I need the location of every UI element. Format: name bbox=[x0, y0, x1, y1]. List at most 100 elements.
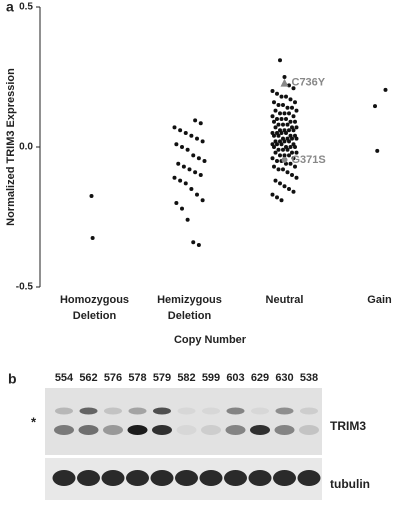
blot-trim3 bbox=[45, 388, 322, 455]
band bbox=[274, 425, 295, 435]
band bbox=[250, 425, 270, 435]
y-tick-label: 0.5 bbox=[19, 2, 33, 13]
data-point bbox=[272, 100, 276, 105]
lane-label: 599 bbox=[202, 372, 220, 384]
data-point bbox=[191, 240, 196, 245]
lane-label: 578 bbox=[128, 372, 146, 384]
data-point bbox=[200, 139, 205, 144]
data-point bbox=[183, 181, 188, 186]
data-point bbox=[202, 159, 207, 163]
data-point bbox=[272, 145, 276, 149]
data-point bbox=[294, 108, 299, 113]
data-point bbox=[288, 161, 293, 166]
data-point bbox=[290, 136, 294, 141]
lane-label: 579 bbox=[153, 372, 171, 384]
lane-label: 538 bbox=[300, 372, 318, 384]
band bbox=[299, 425, 319, 435]
data-point bbox=[284, 131, 288, 135]
y-tick-label: 0.0 bbox=[19, 142, 33, 153]
data-point bbox=[270, 192, 275, 197]
data-point bbox=[273, 108, 278, 113]
data-point bbox=[281, 167, 285, 172]
data-point bbox=[189, 187, 194, 191]
band bbox=[248, 470, 272, 486]
x-axis-label: Copy Number bbox=[174, 334, 247, 346]
band bbox=[150, 470, 174, 486]
data-point bbox=[180, 206, 184, 211]
data-point bbox=[285, 147, 290, 152]
band bbox=[273, 470, 296, 486]
data-point bbox=[275, 117, 279, 121]
data-point bbox=[281, 147, 285, 152]
data-point bbox=[178, 178, 183, 183]
band bbox=[202, 407, 220, 415]
lane-label: 582 bbox=[177, 372, 195, 384]
x-tick-label: Hemizygous bbox=[157, 294, 222, 306]
band bbox=[54, 425, 74, 435]
data-point bbox=[291, 128, 296, 133]
data-point bbox=[281, 122, 285, 127]
data-point bbox=[287, 128, 291, 133]
data-point bbox=[89, 194, 94, 198]
annotation: C736Y bbox=[292, 77, 326, 89]
data-point bbox=[279, 198, 284, 203]
data-point bbox=[293, 119, 297, 124]
data-point bbox=[279, 142, 284, 147]
data-point bbox=[288, 119, 293, 124]
data-point bbox=[191, 153, 196, 158]
row-label: tubulin bbox=[330, 477, 370, 491]
data-point bbox=[287, 139, 291, 144]
band bbox=[175, 470, 198, 486]
data-point bbox=[90, 236, 95, 240]
data-point bbox=[282, 153, 287, 158]
lane-label: 630 bbox=[275, 372, 293, 384]
band-marker: * bbox=[31, 414, 37, 429]
data-point bbox=[278, 58, 282, 63]
data-point bbox=[285, 170, 290, 175]
band bbox=[275, 407, 294, 415]
band bbox=[224, 470, 247, 486]
data-point bbox=[183, 131, 188, 135]
data-point bbox=[195, 192, 199, 197]
band bbox=[225, 425, 246, 435]
data-point bbox=[172, 175, 177, 180]
data-point bbox=[176, 161, 181, 166]
band bbox=[103, 425, 123, 435]
band bbox=[297, 470, 321, 486]
annotation-marker bbox=[280, 78, 289, 87]
data-point bbox=[196, 156, 201, 161]
data-point bbox=[279, 131, 284, 135]
data-point bbox=[272, 133, 276, 138]
lane-label: 603 bbox=[226, 372, 244, 384]
data-point bbox=[282, 111, 287, 116]
data-point bbox=[196, 243, 201, 247]
data-point bbox=[172, 125, 177, 130]
data-point bbox=[270, 89, 275, 93]
data-point bbox=[276, 167, 281, 172]
data-point bbox=[273, 178, 278, 183]
band bbox=[177, 407, 196, 415]
band bbox=[104, 407, 122, 415]
data-point bbox=[281, 103, 285, 107]
data-point bbox=[276, 122, 281, 127]
band bbox=[300, 407, 318, 415]
data-point bbox=[284, 117, 288, 121]
data-point bbox=[293, 100, 297, 105]
data-point bbox=[294, 175, 299, 180]
band bbox=[153, 407, 171, 415]
data-point bbox=[193, 118, 198, 123]
data-point bbox=[291, 189, 296, 194]
data-point bbox=[198, 121, 203, 126]
x-tick-label: Deletion bbox=[168, 310, 212, 322]
band bbox=[152, 425, 172, 435]
data-point bbox=[282, 75, 287, 79]
x-tick-label: Neutral bbox=[266, 294, 304, 306]
data-point bbox=[288, 97, 293, 102]
data-point bbox=[278, 153, 282, 158]
band bbox=[55, 407, 73, 415]
data-point bbox=[276, 133, 281, 138]
band bbox=[77, 470, 100, 486]
data-point bbox=[270, 114, 275, 119]
band bbox=[128, 407, 147, 415]
